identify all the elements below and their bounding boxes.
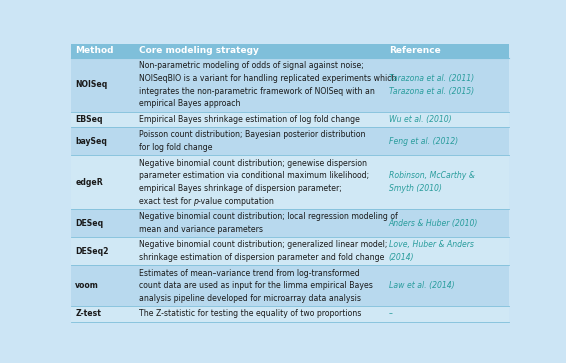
Text: (2014): (2014) bbox=[389, 253, 414, 262]
Bar bbox=[71, 127, 509, 155]
Text: count data are used as input for the limma empirical Bayes: count data are used as input for the lim… bbox=[139, 281, 372, 290]
Text: Smyth (2010): Smyth (2010) bbox=[389, 184, 441, 193]
Text: Method: Method bbox=[75, 46, 114, 55]
Text: NOISeqBIO is a variant for handling replicated experiments which: NOISeqBIO is a variant for handling repl… bbox=[139, 74, 396, 83]
Text: Robinson, McCarthy &: Robinson, McCarthy & bbox=[389, 171, 475, 180]
Text: mean and variance parameters: mean and variance parameters bbox=[139, 225, 263, 234]
Text: Z-test: Z-test bbox=[75, 309, 101, 318]
Text: Tarazona et al. (2015): Tarazona et al. (2015) bbox=[389, 87, 474, 96]
Text: Estimates of mean–variance trend from log-transformed: Estimates of mean–variance trend from lo… bbox=[139, 269, 359, 278]
Text: empirical Bayes shrinkage of dispersion parameter;: empirical Bayes shrinkage of dispersion … bbox=[139, 184, 341, 193]
Text: Negative binomial count distribution; genewise dispersion: Negative binomial count distribution; ge… bbox=[139, 159, 367, 168]
Text: integrates the non-parametric framework of NOISeq with an: integrates the non-parametric framework … bbox=[139, 87, 375, 96]
Bar bbox=[71, 306, 509, 322]
Text: DESeq: DESeq bbox=[75, 219, 103, 228]
Text: Reference: Reference bbox=[389, 46, 440, 55]
Text: for log fold change: for log fold change bbox=[139, 143, 212, 152]
Text: Non-parametric modeling of odds of signal against noise;: Non-parametric modeling of odds of signa… bbox=[139, 61, 363, 70]
Text: parameter estimation via conditional maximum likelihood;: parameter estimation via conditional max… bbox=[139, 171, 369, 180]
Text: Wu et al. (2010): Wu et al. (2010) bbox=[389, 115, 452, 124]
Text: DESeq2: DESeq2 bbox=[75, 247, 109, 256]
Bar bbox=[71, 155, 509, 209]
Bar bbox=[71, 58, 509, 112]
Text: Tarazona et al. (2011): Tarazona et al. (2011) bbox=[389, 74, 474, 83]
Text: -value computation: -value computation bbox=[198, 197, 275, 206]
Text: Anders & Huber (2010): Anders & Huber (2010) bbox=[389, 219, 478, 228]
Text: Law et al. (2014): Law et al. (2014) bbox=[389, 281, 454, 290]
Text: exact test for: exact test for bbox=[139, 197, 194, 206]
Text: shrinkage estimation of dispersion parameter and fold change: shrinkage estimation of dispersion param… bbox=[139, 253, 384, 262]
Text: Feng et al. (2012): Feng et al. (2012) bbox=[389, 137, 458, 146]
Bar bbox=[71, 44, 509, 58]
Text: baySeq: baySeq bbox=[75, 137, 107, 146]
Text: Empirical Bayes shrinkage estimation of log fold change: Empirical Bayes shrinkage estimation of … bbox=[139, 115, 359, 124]
Text: Negative binomial count distribution; local regression modeling of: Negative binomial count distribution; lo… bbox=[139, 212, 397, 221]
Bar bbox=[71, 209, 509, 237]
Text: Core modeling strategy: Core modeling strategy bbox=[139, 46, 259, 55]
Text: analysis pipeline developed for microarray data analysis: analysis pipeline developed for microarr… bbox=[139, 294, 361, 303]
Text: NOISeq: NOISeq bbox=[75, 80, 108, 89]
Text: –: – bbox=[389, 309, 393, 318]
Text: p: p bbox=[194, 197, 198, 206]
Bar bbox=[71, 265, 509, 306]
Text: EBSeq: EBSeq bbox=[75, 115, 102, 124]
Bar bbox=[71, 237, 509, 265]
Text: voom: voom bbox=[75, 281, 99, 290]
Text: edgeR: edgeR bbox=[75, 178, 103, 187]
Text: The Z-statistic for testing the equality of two proportions: The Z-statistic for testing the equality… bbox=[139, 309, 361, 318]
Text: empirical Bayes approach: empirical Bayes approach bbox=[139, 99, 240, 109]
Text: Negative binomial count distribution; generalized linear model;: Negative binomial count distribution; ge… bbox=[139, 240, 387, 249]
Bar bbox=[71, 112, 509, 127]
Text: Poisson count distribution; Bayesian posterior distribution: Poisson count distribution; Bayesian pos… bbox=[139, 130, 365, 139]
Text: Love, Huber & Anders: Love, Huber & Anders bbox=[389, 240, 474, 249]
